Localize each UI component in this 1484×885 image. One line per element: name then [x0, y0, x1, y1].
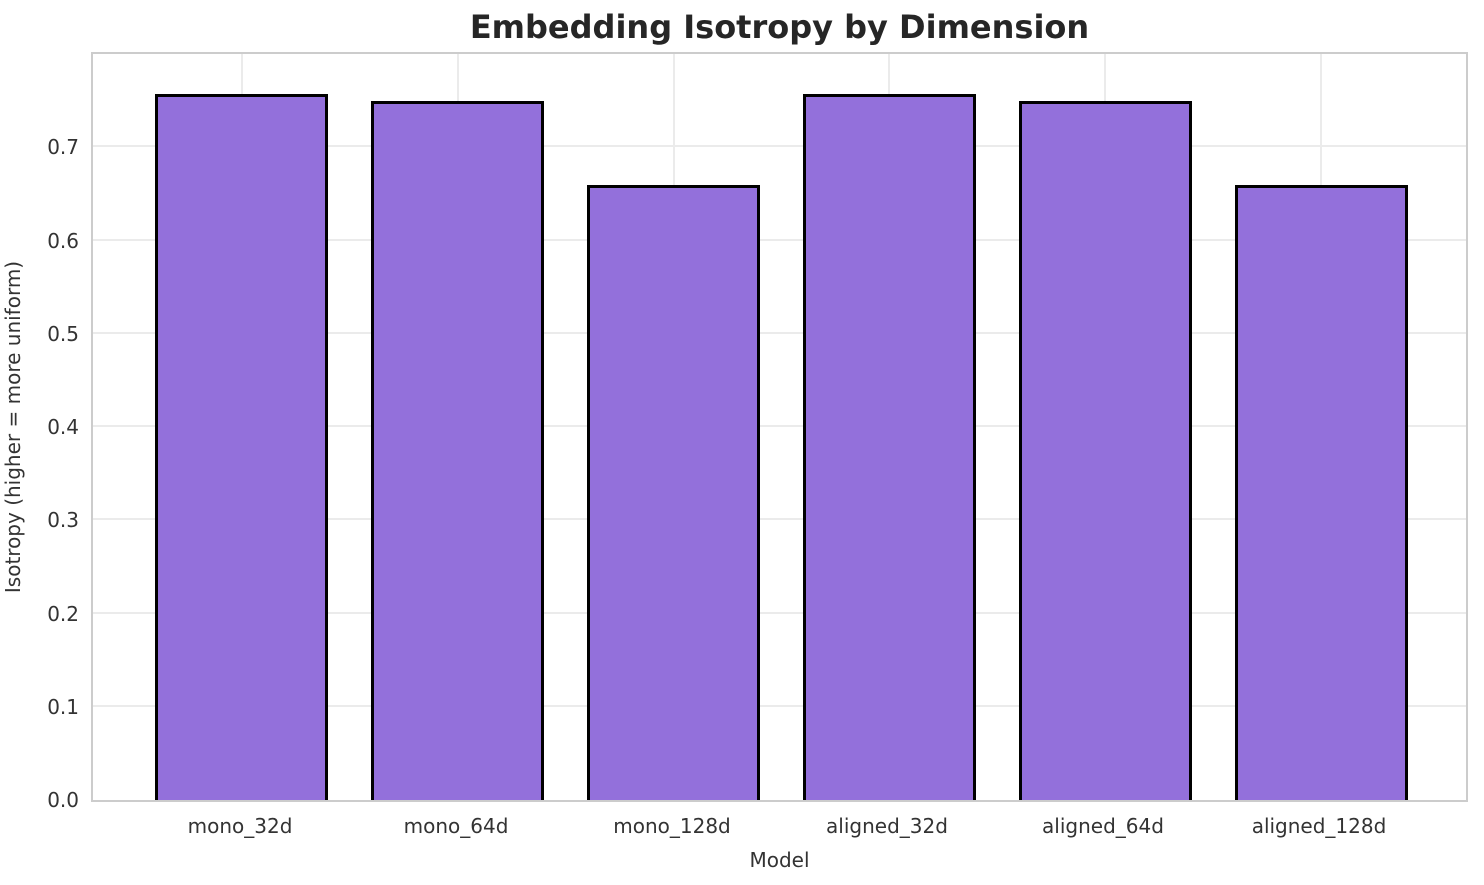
- bar-aligned_128d: [1235, 185, 1408, 800]
- x-tick-label-mono_32d: mono_32d: [187, 814, 293, 838]
- bar-aligned_32d: [803, 94, 976, 800]
- y-tick-label: 0.5: [47, 321, 79, 346]
- x-tick-label-mono_128d: mono_128d: [613, 814, 731, 838]
- h-gridline: [93, 238, 1466, 241]
- bar-mono_64d: [371, 101, 544, 800]
- x-tick-label-mono_64d: mono_64d: [403, 814, 509, 838]
- chart-title: Embedding Isotropy by Dimension: [469, 8, 1090, 46]
- y-tick-label: 0.0: [47, 788, 79, 812]
- x-tick-label-aligned_64d: aligned_64d: [1042, 814, 1164, 838]
- y-tick-label: 0.2: [47, 601, 79, 626]
- h-gridline: [93, 145, 1466, 148]
- y-tick-label: 0.7: [47, 135, 79, 160]
- bar-mono_32d: [155, 94, 328, 800]
- plot-area: [91, 52, 1468, 802]
- y-tick-label: 0.3: [47, 508, 79, 533]
- h-gridline: [93, 331, 1466, 334]
- bar-mono_128d: [587, 185, 760, 800]
- x-tick-label-aligned_32d: aligned_32d: [826, 814, 948, 838]
- x-axis-label: Model: [749, 848, 810, 872]
- h-gridline: [93, 611, 1466, 614]
- h-gridline: [93, 704, 1466, 707]
- y-tick-label: 0.4: [47, 415, 79, 439]
- h-gridline: [93, 425, 1466, 427]
- h-gridline: [93, 518, 1466, 521]
- x-tick-label-aligned_128d: aligned_128d: [1251, 814, 1387, 838]
- bar-aligned_64d: [1019, 101, 1192, 800]
- y-tick-label: 0.1: [47, 694, 79, 719]
- y-tick-label: 0.6: [47, 228, 79, 253]
